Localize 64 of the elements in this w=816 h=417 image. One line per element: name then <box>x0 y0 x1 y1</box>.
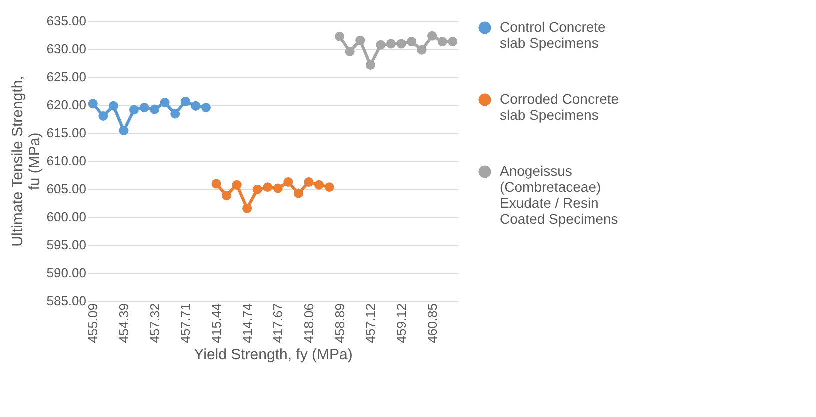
point <box>314 180 324 190</box>
x-tick-label: 460.85 <box>424 304 440 344</box>
x-tick-label: 418.06 <box>301 304 316 344</box>
y-tick-label: 595.00 <box>46 238 86 252</box>
point <box>356 36 366 46</box>
point <box>119 126 129 136</box>
point <box>170 109 180 119</box>
x-tick-label: 414.74 <box>240 304 255 344</box>
y-tick-label: 585.00 <box>46 294 86 308</box>
point <box>252 184 262 194</box>
point <box>191 101 201 111</box>
point <box>140 103 150 113</box>
y-tick-label: 610.00 <box>46 154 86 168</box>
point <box>88 99 98 109</box>
point <box>201 103 211 113</box>
x-tick-label: 415.44 <box>208 304 224 344</box>
y-tick-label: 635.00 <box>46 14 86 28</box>
y-tick-label: 605.00 <box>46 182 86 196</box>
legend-label: Corroded Concrete slab Specimens <box>500 91 620 123</box>
point <box>366 60 376 70</box>
y-tick-label: 600.00 <box>46 210 86 224</box>
point <box>130 105 139 115</box>
point <box>273 184 283 194</box>
x-tick-label: 459.12 <box>394 304 409 344</box>
x-tick-label: 458.89 <box>332 304 348 344</box>
x-axis-title: Yield Strength, fy (MPa) <box>194 346 353 364</box>
point <box>212 179 222 189</box>
point <box>160 98 170 108</box>
point <box>448 36 458 46</box>
point <box>108 101 118 111</box>
y-tick-label: 590.00 <box>46 266 86 280</box>
point <box>386 39 396 49</box>
point <box>304 178 314 188</box>
point <box>98 111 108 121</box>
point <box>345 47 355 57</box>
y-tick-label: 630.00 <box>46 42 86 56</box>
legend-label: Control Concrete slab Specimens <box>500 19 606 51</box>
point <box>417 45 427 55</box>
point <box>150 104 160 114</box>
point <box>263 182 273 192</box>
y-tick-label: 615.00 <box>46 126 86 140</box>
point <box>407 36 416 46</box>
point <box>438 36 448 46</box>
y-tick-label: 625.00 <box>46 70 86 84</box>
x-tick-label: 457.71 <box>178 304 194 344</box>
x-tick-label: 417.67 <box>270 304 286 344</box>
x-tick-label: 457.12 <box>363 304 378 344</box>
point <box>284 178 294 188</box>
point <box>232 180 242 190</box>
x-tick-label: 457.32 <box>147 304 162 344</box>
x-tick-label: 455.09 <box>86 304 101 344</box>
point <box>242 204 252 214</box>
point <box>324 182 334 192</box>
legend-label: Anogeissus (Combretaceae) Exudate / Resin Coated Specimens <box>500 163 618 227</box>
point <box>222 190 232 200</box>
y-axis-title: Ultimate Tensile Strength, fu (MPa) <box>10 76 44 247</box>
point <box>396 39 406 49</box>
y-tick-label: 620.00 <box>46 98 86 112</box>
point <box>335 32 345 42</box>
x-tick-label: 454.39 <box>116 304 132 344</box>
point <box>428 31 438 41</box>
point <box>294 188 304 198</box>
point <box>180 96 190 106</box>
point <box>376 40 386 50</box>
